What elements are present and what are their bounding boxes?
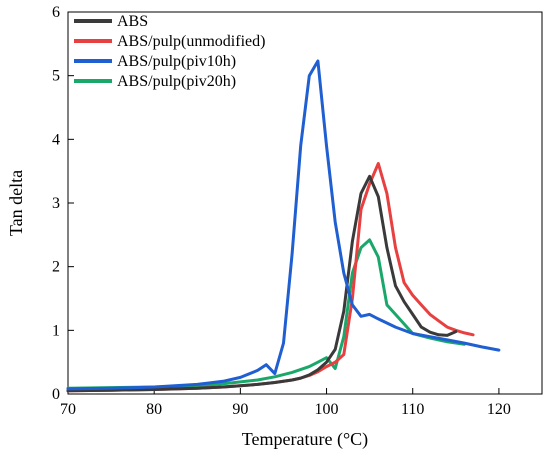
y-tick-label: 4 — [52, 131, 60, 148]
axes: 70 80 90 100 110 120 0 1 2 3 4 5 6 — [52, 4, 511, 418]
x-tick-label: 90 — [232, 401, 248, 418]
x-tick-label: 100 — [315, 401, 339, 418]
legend-label-0: ABS — [117, 13, 148, 30]
y-axis-title: Tan delta — [6, 170, 26, 236]
y-tick-label: 0 — [52, 386, 60, 403]
series-line-1 — [66, 162, 475, 393]
x-tick-label: 120 — [487, 401, 511, 418]
series-line-2 — [66, 59, 501, 391]
y-tick-label: 6 — [52, 4, 60, 21]
y-tick-label: 2 — [52, 259, 60, 276]
x-axis-title: Temperature (°C) — [242, 429, 368, 450]
legend-label-3: ABS/pulp(piv20h) — [117, 73, 236, 90]
y-tick-label: 3 — [52, 195, 60, 212]
series-line-0 — [66, 174, 458, 393]
series-layer — [66, 59, 501, 393]
y-tick-label: 5 — [52, 68, 60, 85]
x-tick-label: 80 — [146, 401, 162, 418]
legend: ABS ABS/pulp(unmodified) ABS/pulp(piv10h) A… — [74, 13, 265, 90]
y-tick-label: 1 — [52, 322, 60, 339]
legend-label-1: ABS/pulp(unmodified) — [117, 33, 265, 50]
x-tick-label: 110 — [401, 401, 424, 418]
x-tick-label: 70 — [60, 401, 76, 418]
legend-label-2: ABS/pulp(piv10h) — [117, 53, 236, 70]
